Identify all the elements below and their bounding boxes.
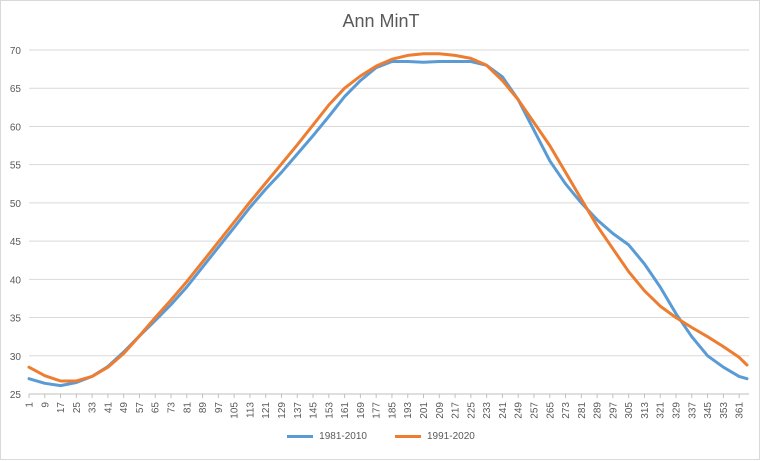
x-tick-label: 9 — [40, 402, 51, 408]
x-tick-label: 313 — [640, 402, 651, 419]
legend-swatch-series-1 — [287, 435, 314, 438]
x-tick-label: 217 — [451, 402, 462, 419]
legend: 1981-2010 1991-2020 — [1, 431, 760, 442]
x-tick-label: 297 — [608, 402, 619, 419]
x-tick-label: 353 — [719, 402, 730, 419]
x-tick-label: 241 — [498, 402, 509, 419]
y-tick-label: 60 — [10, 122, 22, 133]
x-tick-label: 185 — [387, 402, 398, 419]
y-tick-label: 35 — [10, 314, 22, 325]
chart-title: Ann MinT — [342, 11, 420, 31]
x-tick-label: 113 — [245, 402, 256, 418]
legend-item-series-1: 1981-2010 — [287, 431, 367, 442]
legend-item-series-2: 1991-2020 — [395, 431, 475, 442]
x-tick-label: 249 — [514, 402, 525, 419]
y-tick-label: 45 — [10, 237, 22, 248]
y-tick-label: 55 — [10, 161, 22, 172]
x-tick-label: 289 — [593, 402, 604, 419]
x-tick-label: 337 — [687, 402, 698, 419]
x-tick-label: 233 — [482, 402, 493, 419]
y-tick-label: 30 — [10, 352, 22, 363]
x-tick-label: 257 — [529, 402, 540, 419]
x-tick-label: 345 — [703, 402, 714, 419]
legend-label-series-2: 1991-2020 — [427, 431, 475, 442]
x-tick-label: 201 — [419, 402, 430, 419]
x-tick-label: 41 — [103, 402, 114, 414]
y-tick-label: 40 — [10, 275, 22, 286]
x-tick-label: 105 — [230, 402, 241, 419]
series-line-2 — [27, 52, 749, 383]
x-tick-label: 281 — [577, 402, 588, 419]
x-tick-label: 273 — [561, 402, 572, 419]
x-tick-label: 161 — [340, 402, 351, 419]
x-tick-label: 17 — [56, 402, 67, 414]
x-tick-label: 57 — [135, 402, 146, 414]
x-tick-label: 361 — [735, 402, 746, 419]
x-tick-label: 73 — [167, 402, 178, 414]
legend-label-series-1: 1981-2010 — [319, 431, 367, 442]
x-tick-label: 153 — [324, 402, 335, 419]
x-tick-label: 97 — [214, 402, 225, 414]
x-tick-label: 321 — [656, 402, 667, 419]
y-tick-label: 25 — [10, 390, 22, 401]
x-tick-label: 265 — [545, 402, 556, 419]
y-tick-label: 65 — [10, 84, 22, 95]
x-tick-label: 193 — [403, 402, 414, 419]
y-tick-label: 50 — [10, 199, 22, 210]
x-tick-label: 329 — [672, 402, 683, 419]
x-tick-label: 33 — [88, 402, 99, 414]
x-tick-label: 209 — [435, 402, 446, 419]
x-tick-label: 89 — [198, 402, 209, 414]
x-tick-label: 49 — [119, 402, 130, 414]
x-tick-label: 65 — [151, 402, 162, 414]
x-tick-label: 177 — [372, 402, 383, 419]
x-tick-label: 1 — [25, 402, 36, 408]
x-tick-label: 25 — [72, 402, 83, 414]
legend-swatch-series-2 — [395, 435, 421, 438]
x-tick-label: 169 — [356, 402, 367, 419]
x-tick-label: 305 — [624, 402, 635, 419]
x-tick-label: 225 — [466, 402, 477, 419]
x-tick-label: 121 — [261, 402, 272, 419]
x-tick-label: 145 — [309, 402, 320, 419]
x-tick-label: 129 — [277, 402, 288, 419]
x-tick-label: 137 — [293, 402, 304, 419]
y-tick-label: 70 — [10, 46, 22, 57]
x-tick-label: 81 — [182, 402, 193, 414]
